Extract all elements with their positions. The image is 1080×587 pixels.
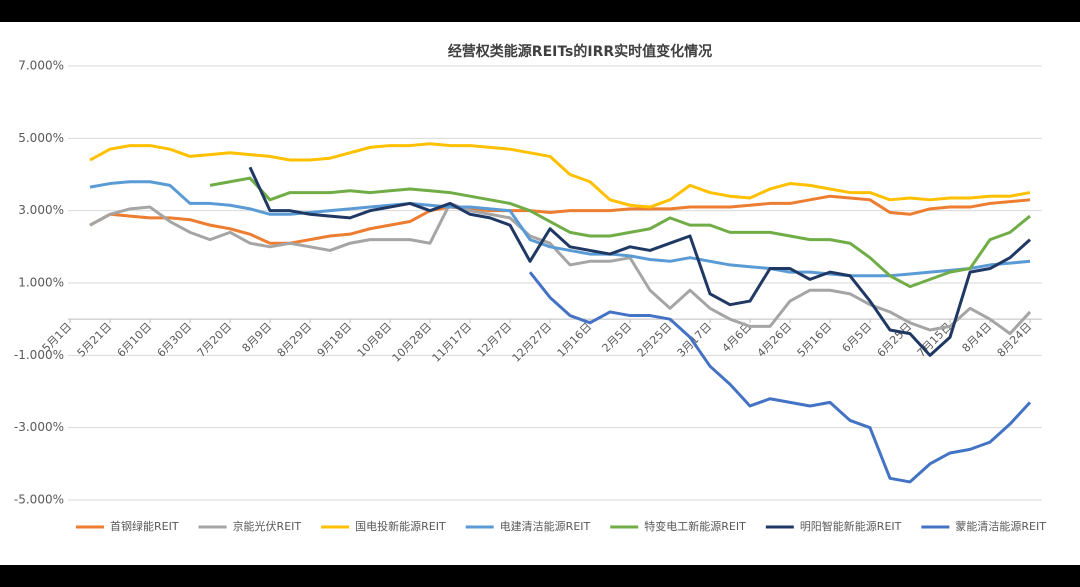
y-tick-label: -1.000% [14,348,64,362]
legend-label: 首钢绿能REIT [110,519,179,533]
legend-label: 国电投新能源REIT [355,519,446,533]
series-line [248,166,1032,357]
legend-label: 京能光伏REIT [233,519,302,533]
series-line [89,194,1031,245]
y-tick-label: 1.000% [18,276,64,290]
chart-title: 经营权类能源REITs的IRR实时值变化情况 [448,43,712,60]
legend-label: 明阳智能新能源REIT [800,519,902,533]
y-tick-label: 7.000% [18,59,64,73]
legend-label: 蒙能清洁能源REIT [955,519,1046,533]
y-tick-label: -3.000% [14,420,64,434]
bottom-bar [0,565,1080,587]
y-tick-label: 5.000% [18,131,64,145]
legend-label: 特变电工新能源REIT [644,519,746,533]
series-line [89,142,1031,209]
y-tick-label: -5.000% [14,493,64,507]
legend-label: 电建清洁能源REIT [500,519,591,533]
series-line [209,176,1031,289]
top-bar [0,0,1080,22]
series-line [528,271,1032,484]
chart-background [0,22,1080,565]
series-line [89,180,1031,278]
y-tick-label: 3.000% [18,203,64,217]
